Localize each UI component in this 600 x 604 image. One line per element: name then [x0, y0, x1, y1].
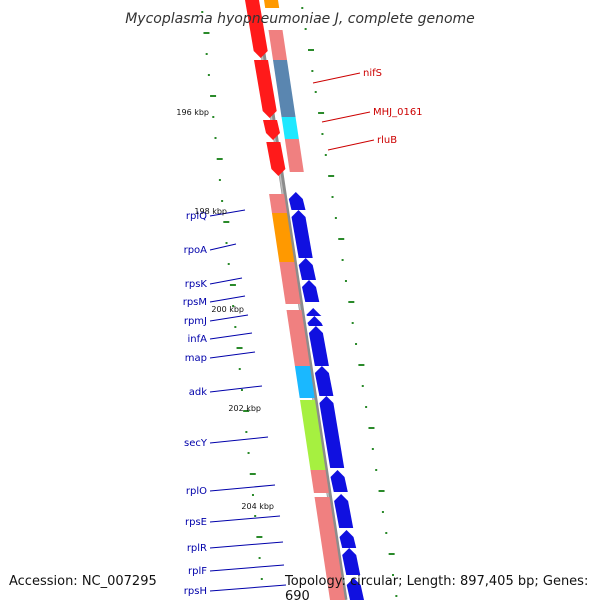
gene-label: rplQ	[186, 211, 207, 222]
gene-label: rpsM	[183, 297, 207, 308]
gene-labels: nifS MHJ_0161 rluB rplQ rpoA rpsK rpsM rpmJ infA…	[183, 68, 423, 597]
label-leader	[209, 243, 237, 251]
gene-label: rpsK	[185, 279, 208, 290]
gene-block	[300, 400, 326, 470]
gene-label: rpsH	[184, 586, 207, 597]
gene-block	[268, 30, 287, 60]
label-lines	[209, 72, 375, 592]
label-leader	[209, 209, 246, 217]
accession-text: Accession: NC_007295	[9, 574, 157, 589]
label-leader	[321, 111, 371, 123]
label-leader	[209, 436, 269, 444]
inner-strand-track	[264, 0, 364, 600]
position-tick-label: 202 kbp	[228, 404, 261, 413]
gene-block	[269, 194, 287, 213]
gene-arrow	[298, 258, 316, 280]
gene-arrow	[306, 308, 322, 316]
gene-block	[294, 366, 315, 398]
gene-arrow	[291, 210, 313, 258]
outer-strand-track	[245, 0, 345, 600]
gene-arrow	[288, 192, 306, 210]
label-leader	[209, 332, 253, 340]
gene-arrow	[330, 470, 348, 492]
gene-label: rpmJ	[184, 316, 207, 327]
gene-block	[287, 318, 310, 366]
label-leader	[209, 351, 256, 359]
position-tick-label: 198 kbp	[194, 207, 227, 216]
gene-block	[310, 470, 329, 493]
label-leader	[209, 564, 285, 572]
gene-block	[314, 497, 345, 600]
gene-label: MHJ_0161	[373, 107, 423, 118]
gene-label: adk	[189, 387, 207, 398]
gene-block	[266, 142, 286, 176]
label-leader	[209, 385, 263, 393]
label-leader	[312, 72, 361, 84]
gene-label: map	[185, 353, 207, 364]
gene-label: rplR	[187, 543, 207, 554]
label-leader	[209, 541, 284, 549]
scale-ticks-right	[301, 7, 398, 597]
gene-arrow	[334, 494, 354, 528]
position-tick-label: 204 kbp	[241, 502, 274, 511]
gene-label: rpoA	[184, 245, 208, 256]
gene-block	[279, 262, 301, 304]
gene-block	[271, 213, 295, 262]
gene-block	[281, 117, 299, 139]
gene-label: rplF	[188, 566, 207, 577]
label-leader	[209, 515, 281, 523]
gene-arrow	[346, 578, 364, 600]
gene-block	[286, 310, 303, 318]
label-leader	[209, 484, 276, 492]
gene-arrow	[308, 326, 329, 366]
gene-label: rpsE	[185, 517, 207, 528]
gene-block	[254, 60, 277, 118]
label-leader	[327, 139, 375, 151]
gene-arrow	[339, 530, 357, 548]
gene-arrow	[302, 280, 320, 302]
gene-label: rluB	[377, 135, 397, 146]
label-leader	[209, 584, 287, 592]
gene-label: secY	[184, 438, 208, 449]
position-tick-label: 200 kbp	[211, 305, 244, 314]
label-leader	[209, 314, 249, 322]
gene-arrow	[307, 316, 323, 326]
label-leader	[209, 295, 246, 303]
map-title: Mycoplasma hyopneumoniae J, complete gen…	[125, 11, 475, 27]
scale-ticks-left	[201, 11, 263, 580]
label-leader	[209, 277, 243, 285]
gene-block	[284, 139, 304, 172]
gene-block	[273, 60, 296, 117]
position-tick-label: 196 kbp	[176, 108, 209, 117]
gene-label: infA	[188, 334, 208, 345]
gene-block	[264, 0, 280, 8]
gene-block	[245, 0, 268, 58]
gene-block	[263, 120, 280, 140]
position-ticks: 196 kbp 198 kbp 200 kbp 202 kbp 204 kbp	[176, 108, 274, 511]
gene-label: rplO	[186, 486, 207, 497]
gene-arrow	[342, 548, 361, 575]
gene-arrow	[319, 396, 345, 468]
gene-arrow	[314, 366, 334, 396]
gene-label: nifS	[363, 68, 382, 79]
